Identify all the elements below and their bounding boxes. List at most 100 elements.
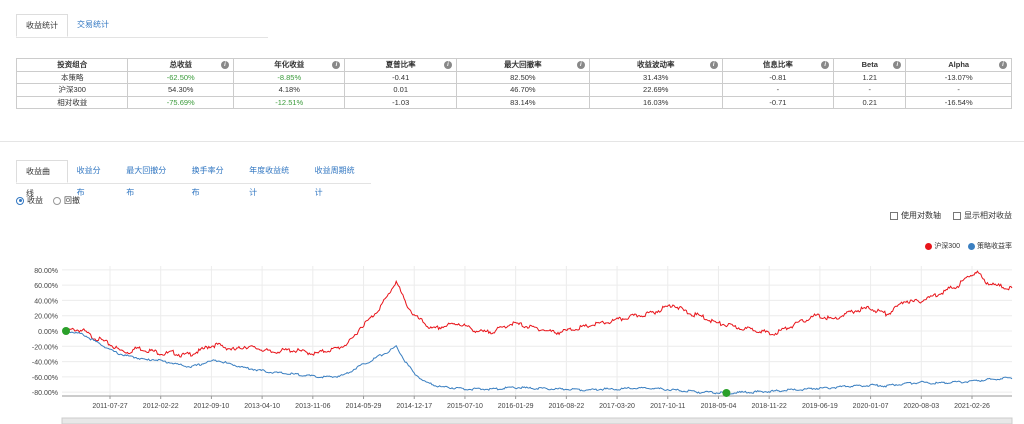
- event-marker: [722, 388, 731, 397]
- x-tick-label: 2017-03-20: [599, 403, 635, 410]
- info-icon[interactable]: i: [999, 61, 1007, 69]
- legend-label: 沪深300: [934, 243, 960, 250]
- event-marker: [62, 327, 70, 335]
- radio-returns[interactable]: 收益: [16, 195, 43, 206]
- tab-trade-stats[interactable]: 交易统计: [77, 20, 109, 29]
- y-tick-label: -60.00%: [32, 375, 58, 382]
- tab-return-cycle-stats[interactable]: 收益周期统计: [314, 166, 355, 197]
- table-cell: 沪深300: [15, 83, 129, 97]
- table-cell: -: [833, 83, 907, 97]
- tab-turnover-distribution[interactable]: 换手率分布: [191, 166, 224, 197]
- x-tick-label: 2014-05-29: [346, 403, 382, 410]
- col-alpha: Alpha i: [905, 58, 1012, 72]
- table-cell: -75.69%: [127, 95, 235, 109]
- info-icon[interactable]: i: [443, 61, 452, 69]
- x-tick-label: 2019-06-19: [802, 403, 838, 410]
- relative-return-label: 显示相对收益: [964, 211, 1012, 220]
- table-cell: -13.07%: [905, 70, 1012, 84]
- y-tick-label: 0.00%: [38, 329, 58, 336]
- y-tick-label: 60.00%: [34, 283, 58, 290]
- table-cell: 0.01: [344, 83, 457, 97]
- col-portfolio: 投资组合: [15, 58, 129, 72]
- x-tick-label: 2012-09-10: [194, 403, 230, 410]
- table-cell: -12.51%: [233, 95, 346, 109]
- table-cell: 1.21: [833, 70, 907, 84]
- radio-drawdown[interactable]: 回撤: [53, 195, 80, 206]
- col-info-ratio: 信息比率 i: [721, 58, 835, 72]
- radio-checked-icon[interactable]: [16, 196, 24, 205]
- col-beta: Beta i: [833, 58, 907, 72]
- x-tick-label: 2021-02-26: [954, 403, 990, 410]
- x-tick-label: 2020-01-07: [853, 403, 889, 410]
- checkbox-icon[interactable]: [953, 211, 961, 220]
- scroll-navigator: [61, 417, 1013, 424]
- table-cell: -0.81: [721, 70, 835, 84]
- table-cell: -: [721, 83, 835, 97]
- col-max-drawdown: 最大回撤率 i: [455, 58, 590, 72]
- legend-item-strategy[interactable]: 策略收益率: [968, 241, 1012, 251]
- x-tick-label: 2017-10-11: [650, 403, 685, 410]
- table-cell: 46.70%: [455, 83, 590, 97]
- x-tick-label: 2020-08-03: [903, 403, 939, 410]
- col-volatility: 收益波动率 i: [588, 58, 723, 72]
- x-tick-label: 2018-11-22: [752, 403, 787, 410]
- legend-dot-icon: [925, 242, 933, 250]
- table-cell: 0.21: [833, 95, 907, 109]
- table-row: 沪深300 54.30% 4.18% 0.01 46.70% 22.69% - …: [15, 83, 1012, 97]
- table-cell: 22.69%: [588, 83, 723, 97]
- table-cell: -0.71: [721, 95, 835, 109]
- table-cell: -0.41: [344, 70, 457, 84]
- table-cell: -1.03: [344, 95, 457, 109]
- x-tick-label: 2016-08-22: [548, 403, 584, 410]
- x-tick-label: 2014-12-17: [396, 403, 432, 410]
- legend-dot-icon: [968, 242, 975, 250]
- info-icon[interactable]: i: [576, 61, 585, 69]
- x-tick-label: 2016-01-29: [498, 403, 534, 410]
- log-axis-label: 使用对数轴: [901, 211, 941, 220]
- strategy-line: [65, 330, 1013, 395]
- top-tab-bar: 收益统计 交易统计: [16, 14, 268, 38]
- table-cell: 相对收益: [15, 95, 129, 109]
- radio-returns-label: 收益: [27, 196, 43, 205]
- info-icon[interactable]: i: [893, 61, 902, 69]
- table-cell: -8.85%: [233, 70, 346, 84]
- tab-return-distribution[interactable]: 收益分布: [76, 166, 101, 197]
- x-tick-label: 2018-05-04: [701, 403, 737, 410]
- radio-unchecked-icon[interactable]: [53, 196, 61, 205]
- mode-radio-group: 收益 回撤: [16, 195, 80, 206]
- x-tick-label: 2013-11-06: [295, 403, 330, 410]
- tab-annual-return-stats[interactable]: 年度收益统计: [249, 166, 290, 197]
- table-cell: -16.54%: [905, 95, 1012, 109]
- legend-item-benchmark[interactable]: 沪深300: [925, 241, 960, 251]
- info-icon[interactable]: i: [221, 61, 230, 69]
- tab-return-stats[interactable]: 收益统计: [16, 14, 68, 37]
- col-sharpe: 夏普比率 i: [344, 58, 457, 72]
- log-axis-checkbox[interactable]: 使用对数轴: [890, 210, 941, 221]
- x-tick-label: 2012-02-22: [143, 403, 179, 410]
- table-cell: 82.50%: [455, 70, 590, 84]
- stats-table: 投资组合 总收益 i 年化收益 i 夏普比率 i 最大回撤率 i 收益波动率 i 信息比率…: [15, 58, 1012, 109]
- relative-return-checkbox[interactable]: 显示相对收益: [953, 210, 1012, 221]
- legend-label: 策略收益率: [977, 243, 1012, 250]
- col-total-return: 总收益 i: [127, 58, 235, 72]
- chart-options: 使用对数轴 显示相对收益: [890, 210, 1012, 221]
- benchmark-line: [65, 270, 1013, 358]
- table-cell: 31.43%: [588, 70, 723, 84]
- y-tick-label: 20.00%: [34, 314, 58, 321]
- tab-max-drawdown-distribution[interactable]: 最大回撤分布: [126, 166, 167, 197]
- info-icon[interactable]: i: [332, 61, 341, 69]
- info-icon[interactable]: i: [709, 61, 718, 69]
- y-tick-label: -40.00%: [32, 360, 58, 367]
- y-tick-label: -80.00%: [32, 390, 58, 397]
- tab-return-curve[interactable]: 收益曲线: [16, 160, 68, 198]
- y-tick-label: -20.00%: [32, 344, 58, 351]
- x-tick-label: 2015-07-10: [447, 403, 483, 410]
- table-cell: 本策略: [15, 70, 129, 84]
- stats-header-row: 投资组合 总收益 i 年化收益 i 夏普比率 i 最大回撤率 i 收益波动率 i 信息比率…: [15, 58, 1012, 72]
- table-cell: 4.18%: [233, 83, 346, 97]
- checkbox-icon[interactable]: [890, 211, 898, 220]
- table-row: 相对收益 -75.69% -12.51% -1.03 83.14% 16.03%…: [15, 95, 1012, 109]
- table-cell: 83.14%: [455, 95, 590, 109]
- info-icon[interactable]: i: [821, 61, 830, 69]
- table-cell: 54.30%: [127, 83, 235, 97]
